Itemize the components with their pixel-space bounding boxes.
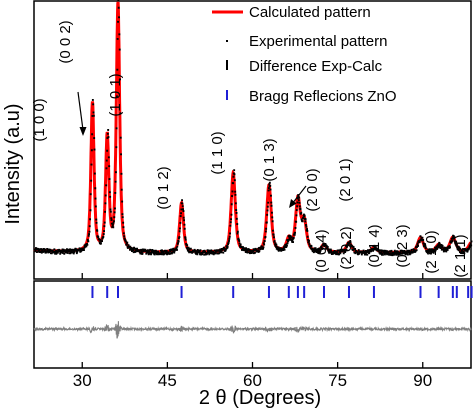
plot-frames bbox=[33, 0, 472, 369]
peak-label: (0 1 2) bbox=[155, 166, 172, 209]
peak-label: (1 0 0) bbox=[31, 98, 48, 141]
arrow-201 bbox=[291, 185, 307, 205]
x-tick-label: 30 bbox=[73, 371, 92, 390]
peak-label: (0 0 2) bbox=[57, 20, 74, 63]
legend-label: Experimental pattern bbox=[249, 33, 387, 50]
legend-label: Calculated pattern bbox=[249, 4, 371, 21]
x-tick-label: 90 bbox=[413, 371, 432, 390]
x-axis-ticks: 30 45 60 75 90 bbox=[73, 273, 432, 390]
peak-label: (1 0 1) bbox=[107, 73, 124, 116]
experimental-pattern-layer bbox=[34, 0, 473, 257]
peak-label: (2 0 1) bbox=[337, 158, 354, 201]
difference-curve-layer bbox=[33, 321, 472, 339]
arrow-002 bbox=[77, 91, 84, 131]
legend-entry: Experimental pattern bbox=[226, 33, 387, 50]
bragg-reflections-layer bbox=[91, 286, 473, 298]
peak-label: (2 0 0) bbox=[304, 168, 321, 211]
peak-label: (1 1 0) bbox=[209, 131, 226, 174]
legend-swatch-dot bbox=[226, 40, 228, 42]
legend-label: Difference Exp-Calc bbox=[249, 58, 383, 75]
peak-label: (0 2 3) bbox=[394, 224, 411, 267]
legend-label: Bragg Reflecions ZnO bbox=[249, 88, 397, 105]
arrow-002-head bbox=[79, 127, 87, 136]
peak-label: (0 1 4) bbox=[366, 224, 383, 267]
bottom-plot-frame bbox=[33, 280, 472, 369]
x-axis-title: 2 θ (Degrees) bbox=[199, 387, 321, 409]
difference-curve bbox=[33, 321, 472, 339]
peak-label: (2 0 2) bbox=[338, 226, 355, 269]
peak-label: (0 0 4) bbox=[313, 229, 330, 272]
peak-label: (2 1 1) bbox=[452, 234, 469, 277]
peak-labels: (1 0 0) (0 0 2) (1 0 1) (0 1 2) (1 1 0) (0 1 … bbox=[31, 20, 469, 277]
peak-label: (2 1 0) bbox=[423, 230, 440, 273]
x-tick-label: 60 bbox=[243, 371, 262, 390]
legend-entry: Calculated pattern bbox=[212, 4, 371, 21]
legend: Calculated pattern Experimental pattern Di… bbox=[212, 4, 397, 105]
arrow-201-head bbox=[289, 199, 297, 208]
x-tick-label: 75 bbox=[328, 371, 347, 390]
experimental-points bbox=[34, 0, 473, 257]
legend-entry: Difference Exp-Calc bbox=[226, 58, 383, 75]
legend-entry: Bragg Reflecions ZnO bbox=[226, 88, 397, 105]
peak-label: (0 1 3) bbox=[261, 138, 278, 181]
x-tick-label: 45 bbox=[158, 371, 177, 390]
y-axis-title: Intensity (a.u) bbox=[2, 103, 24, 224]
